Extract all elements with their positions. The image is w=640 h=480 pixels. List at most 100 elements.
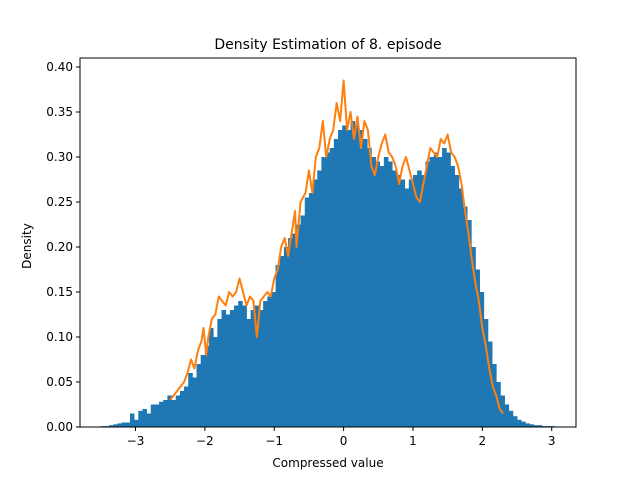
chart-title: Density Estimation of 8. episode bbox=[214, 37, 441, 53]
y-tick-label: 0.40 bbox=[46, 60, 73, 74]
y-tick-label: 0.30 bbox=[46, 150, 73, 164]
histogram-bar bbox=[446, 152, 451, 427]
histogram-bar bbox=[159, 401, 164, 427]
x-tick-label: −2 bbox=[196, 434, 214, 448]
y-tick-label: 0.05 bbox=[46, 375, 73, 389]
histogram-bar bbox=[333, 139, 339, 427]
histogram-bar bbox=[204, 346, 210, 427]
plot-area bbox=[100, 79, 555, 427]
histogram-bar bbox=[442, 148, 447, 427]
histogram-bar bbox=[209, 328, 214, 427]
histogram-bar bbox=[525, 423, 530, 427]
histogram-bar bbox=[533, 425, 539, 427]
histogram-bar bbox=[404, 188, 410, 427]
histogram-bar bbox=[354, 125, 360, 427]
histogram-bar bbox=[408, 179, 414, 427]
histogram-bar bbox=[238, 301, 243, 427]
histogram-bar bbox=[188, 373, 193, 427]
histogram-bar bbox=[392, 170, 397, 427]
histogram-bar bbox=[254, 305, 260, 427]
histogram-bar bbox=[437, 157, 443, 427]
histogram-bar bbox=[138, 410, 143, 427]
x-tick-label: 0 bbox=[340, 434, 348, 448]
histogram-bar bbox=[508, 410, 514, 427]
histogram-bar bbox=[258, 310, 264, 427]
histogram-bar bbox=[300, 215, 306, 427]
histogram-bar bbox=[121, 422, 127, 427]
histogram-bar bbox=[492, 364, 497, 427]
histogram-bar bbox=[475, 269, 480, 427]
histogram-bar bbox=[383, 157, 389, 427]
histogram-bar bbox=[342, 125, 347, 427]
histogram-bar bbox=[250, 310, 256, 427]
x-tick-label: −3 bbox=[127, 434, 145, 448]
histogram-bar bbox=[358, 130, 364, 427]
histogram-bar bbox=[521, 421, 526, 427]
histogram-bar bbox=[292, 233, 297, 427]
histogram-bar bbox=[175, 395, 181, 427]
histogram-bar bbox=[421, 175, 426, 427]
histogram-bar bbox=[396, 175, 401, 427]
histogram-bar bbox=[242, 305, 247, 427]
histogram-bar bbox=[375, 161, 381, 427]
histogram-bar bbox=[167, 395, 172, 427]
histogram-bar bbox=[467, 220, 472, 427]
histogram-bar bbox=[321, 157, 326, 427]
histogram-bar bbox=[279, 256, 285, 427]
axes: −3 −2 −1 0 1 2 3 0.00 0.05 0.10 0.15 0.20 0.25 0.30 0.… bbox=[46, 57, 577, 448]
y-tick-label: 0.15 bbox=[46, 285, 73, 299]
histogram-bar bbox=[458, 188, 464, 427]
density-line bbox=[169, 79, 504, 415]
x-tick-label: 3 bbox=[548, 434, 556, 448]
histogram-bar bbox=[529, 424, 535, 427]
histogram-bar bbox=[425, 161, 431, 427]
histogram-bar bbox=[367, 148, 372, 427]
histogram-bar bbox=[487, 341, 493, 427]
histogram-bar bbox=[346, 130, 351, 427]
histogram-bar bbox=[229, 310, 235, 427]
y-tick-label: 0.20 bbox=[46, 240, 73, 254]
histogram-bar bbox=[504, 404, 510, 427]
histogram-bar bbox=[225, 314, 231, 427]
y-tick-label: 0.35 bbox=[46, 105, 73, 119]
x-axis-label: Compressed value bbox=[272, 456, 383, 470]
histogram-bar bbox=[125, 422, 131, 427]
histogram-bar bbox=[283, 247, 289, 427]
histogram-bar bbox=[350, 121, 356, 427]
histogram-bar bbox=[329, 148, 335, 427]
histogram-bar bbox=[512, 416, 518, 427]
histogram-bar bbox=[109, 425, 114, 427]
y-tick-label: 0.00 bbox=[46, 420, 73, 434]
histogram-bar bbox=[267, 296, 272, 427]
histogram-bar bbox=[117, 423, 123, 427]
histogram-bar bbox=[142, 409, 147, 427]
histogram-bar bbox=[429, 157, 435, 427]
histogram-bar bbox=[454, 175, 460, 427]
x-tick-label: 1 bbox=[409, 434, 417, 448]
plot-frame bbox=[79, 57, 577, 428]
histogram-bar bbox=[325, 152, 331, 427]
histogram-bar bbox=[313, 179, 318, 427]
histogram-bar bbox=[234, 305, 239, 427]
histogram-bar bbox=[296, 224, 301, 427]
y-axis-label: Density bbox=[20, 223, 34, 269]
histogram-bar bbox=[517, 419, 522, 427]
histogram-bar bbox=[150, 404, 156, 427]
x-tick-label: 2 bbox=[479, 434, 487, 448]
histogram-bar bbox=[379, 166, 385, 427]
histogram-bar bbox=[462, 206, 468, 427]
histogram-bar bbox=[275, 265, 281, 427]
histogram-bar bbox=[200, 355, 206, 427]
histogram-bar bbox=[163, 400, 168, 427]
histogram-bar bbox=[483, 319, 489, 427]
histogram-bar bbox=[179, 391, 185, 427]
histogram-bar bbox=[217, 319, 222, 427]
histogram-bar bbox=[304, 197, 310, 427]
y-tick-label: 0.10 bbox=[46, 330, 73, 344]
histogram-bar bbox=[417, 170, 422, 427]
histogram-bar bbox=[537, 425, 543, 427]
histogram-bar bbox=[192, 377, 197, 427]
histogram-bar bbox=[221, 310, 227, 427]
histogram-bar bbox=[113, 424, 118, 427]
histogram-bar bbox=[479, 292, 485, 427]
